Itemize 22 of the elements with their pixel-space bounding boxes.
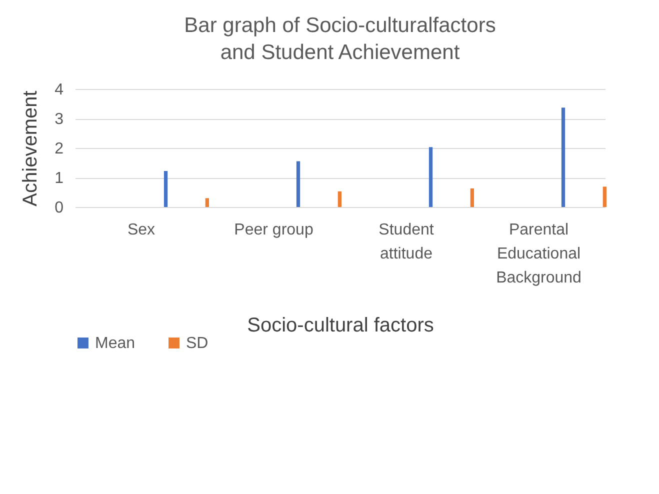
legend-label: SD	[186, 335, 208, 352]
legend-label: Mean	[95, 335, 136, 352]
y-axis-title: Achievement	[20, 90, 42, 206]
bar	[338, 191, 342, 207]
x-tick-label: Student attitude	[378, 222, 434, 262]
x-tick-label: Peer group	[234, 222, 314, 238]
y-tick-label: 3	[54, 111, 64, 128]
y-tick-label: 0	[54, 200, 64, 216]
y-tick-label: 1	[54, 170, 64, 187]
y-tick-label: 2	[54, 140, 64, 158]
bar	[164, 171, 168, 207]
bar	[470, 188, 474, 207]
bar	[561, 108, 566, 207]
bar	[428, 147, 433, 207]
chart-title: Bar graph of Socio-culturalfactors and Student Achievement	[184, 14, 496, 64]
bar	[602, 186, 606, 207]
bar	[205, 198, 209, 207]
y-tick-label: 4	[54, 82, 64, 98]
x-axis-title: Socio-cultural factors	[247, 314, 434, 336]
x-tick-label: Parental Educational Background	[496, 222, 582, 286]
bar	[296, 161, 300, 207]
x-tick-label: Sex	[127, 222, 156, 238]
